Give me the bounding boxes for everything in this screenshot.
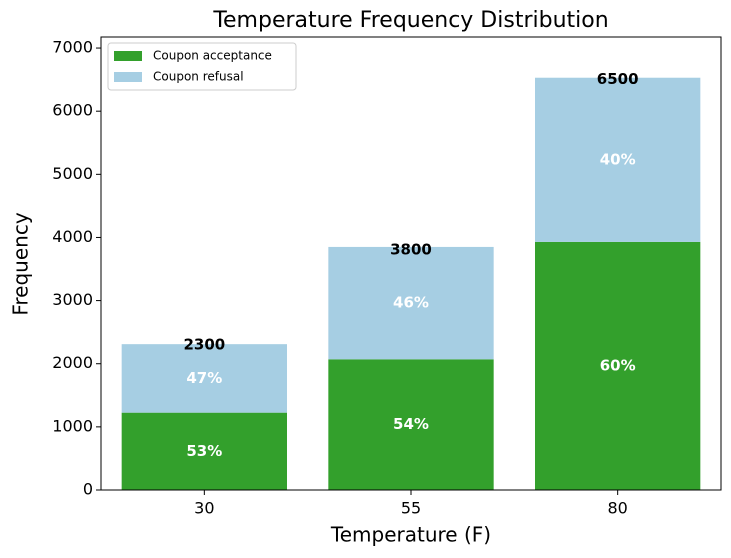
legend-box: [107, 42, 297, 91]
y-tick-label: 3000: [52, 290, 93, 309]
legend-swatch: [114, 51, 142, 61]
y-axis-label: Frequency: [9, 212, 33, 315]
y-tick-label: 6000: [52, 101, 93, 120]
y-tick-label: 2000: [52, 353, 93, 372]
bar-segment: [328, 359, 494, 490]
y-tick-label: 4000: [52, 227, 93, 246]
percent-label: 46%: [393, 294, 429, 312]
total-label: 3800: [390, 241, 432, 259]
x-tick-label: 55: [401, 499, 421, 518]
legend-label: Coupon acceptance: [153, 49, 272, 63]
chart-title: Temperature Frequency Distribution: [212, 8, 608, 33]
x-tick-label: 80: [607, 499, 627, 518]
bar-segment: [535, 77, 701, 242]
y-tick-label: 7000: [52, 38, 93, 57]
legend-label: Coupon refusal: [153, 70, 244, 84]
y-tick-label: 1000: [52, 416, 93, 435]
percent-label: 54%: [393, 415, 429, 433]
plot-frame: [100, 36, 722, 491]
total-label: 2300: [183, 335, 225, 353]
percent-label: 47%: [186, 369, 222, 387]
total-label: 6500: [597, 70, 639, 88]
bar-segment: [328, 246, 494, 360]
percent-label: 53%: [186, 442, 222, 460]
bar-segment: [535, 241, 701, 490]
y-tick-label: 5000: [52, 164, 93, 183]
percent-label: 40%: [600, 150, 636, 168]
bar-segment: [121, 344, 288, 413]
x-tick-label: 30: [194, 499, 214, 518]
legend-swatch: [114, 72, 142, 82]
x-axis-label: Temperature (F): [330, 523, 491, 547]
y-tick-label: 0: [83, 480, 93, 499]
percent-label: 60%: [600, 356, 636, 374]
bar-segment: [121, 412, 288, 490]
